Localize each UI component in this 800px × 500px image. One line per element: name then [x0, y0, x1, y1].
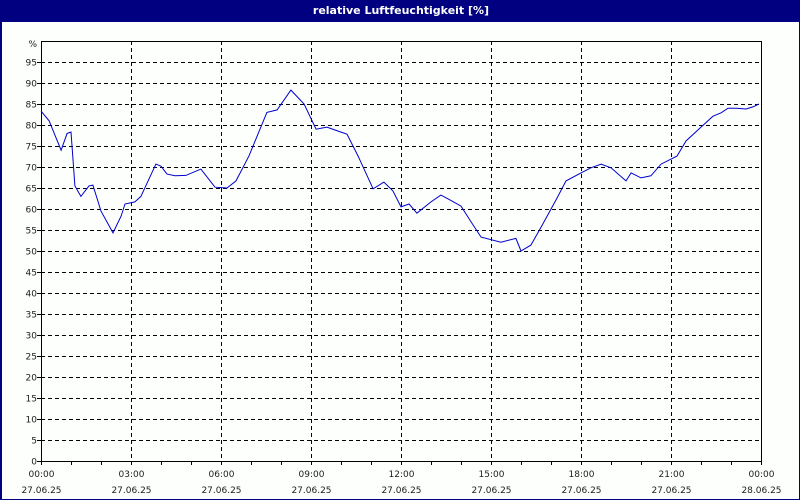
plot-frame — [41, 41, 762, 462]
x-tick-date: 27.06.25 — [201, 486, 241, 496]
y-tick-label: 65 — [26, 185, 37, 195]
y-tick-label: 10 — [26, 416, 38, 426]
y-tick-label: 85 — [26, 101, 37, 111]
y-tick-label: 0 — [31, 458, 37, 468]
x-tick-date: 27.06.25 — [471, 486, 511, 496]
y-tick-label: 35 — [26, 311, 37, 321]
x-tick-date: 27.06.25 — [381, 486, 421, 496]
x-tick-date: 27.06.25 — [561, 486, 601, 496]
y-tick-label: 25 — [26, 353, 37, 363]
y-tick-label: 60 — [26, 206, 38, 216]
y-tick-label: 80 — [26, 122, 38, 132]
y-tick-label: 50 — [26, 248, 38, 258]
x-tick-time: 00:00 — [29, 470, 55, 480]
x-tick-time: 00:00 — [749, 470, 775, 480]
y-unit-label: % — [28, 40, 37, 50]
x-tick-date: 27.06.25 — [111, 486, 151, 496]
y-tick-label: 75 — [26, 143, 37, 153]
y-tick-label: 30 — [26, 332, 38, 342]
x-tick-time: 03:00 — [119, 470, 145, 480]
line-chart: 0 5 10 15 20 25 30 35 40 45 50 55 60 65 70 75 80 85 90 95% 0… — [21, 40, 781, 496]
x-tick-time: 15:00 — [479, 470, 505, 480]
x-tick-time: 21:00 — [659, 470, 685, 480]
y-tick-label: 40 — [26, 290, 38, 300]
y-tick-label: 15 — [26, 395, 37, 405]
x-tick-time: 06:00 — [209, 470, 235, 480]
x-tick-time: 18:00 — [569, 470, 595, 480]
x-tick-time: 12:00 — [389, 470, 415, 480]
y-tick-label: 90 — [26, 80, 38, 90]
y-tick-label: 20 — [26, 374, 38, 384]
x-tick-date: 28.06.25 — [741, 486, 781, 496]
chart-title: relative Luftfeuchtigkeit [%] — [312, 4, 490, 17]
x-tick-time: 09:00 — [299, 470, 325, 480]
y-tick-label: 70 — [26, 164, 38, 174]
y-tick-label: 45 — [26, 269, 37, 279]
x-tick-date: 27.06.25 — [651, 486, 691, 496]
y-tick-label: 5 — [31, 437, 37, 447]
x-tick-date: 27.06.25 — [291, 486, 331, 496]
chart-canvas: 0 5 10 15 20 25 30 35 40 45 50 55 60 65 70 75 80 85 90 95% 0… — [2, 22, 799, 499]
y-tick-label: 55 — [26, 227, 37, 237]
humidity-line — [40, 89, 760, 252]
x-tick-date: 27.06.25 — [21, 486, 61, 496]
y-tick-label: 95 — [26, 59, 37, 69]
